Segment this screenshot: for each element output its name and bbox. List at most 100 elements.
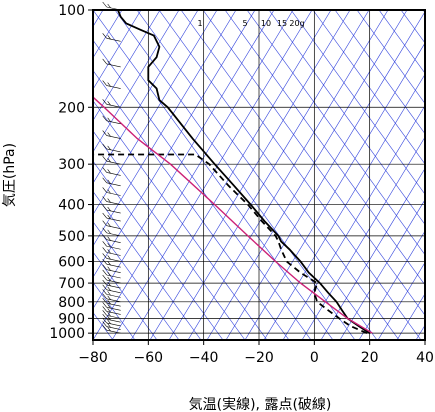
wind-barb bbox=[102, 155, 121, 165]
wind-barb bbox=[102, 234, 121, 244]
wind-barb bbox=[102, 302, 121, 311]
wind-barb bbox=[102, 227, 121, 237]
dry-adiabat-line bbox=[93, 10, 218, 216]
barb-flag bbox=[107, 304, 111, 309]
barb-flag bbox=[107, 255, 111, 260]
barb-flag bbox=[102, 269, 107, 276]
moist-adiabat-line bbox=[93, 69, 290, 340]
dry-adiabat-line bbox=[93, 10, 180, 153]
barb-staff bbox=[106, 160, 121, 165]
mixing-ratio-label: 10 bbox=[261, 19, 271, 28]
barb-flag bbox=[107, 132, 111, 137]
barb-flag bbox=[102, 155, 107, 162]
mixing-ratio-labels: 1 5 10 15 20g bbox=[197, 19, 304, 28]
wind-barb bbox=[102, 187, 121, 196]
wind-barb bbox=[102, 314, 121, 323]
wind-barb bbox=[102, 143, 121, 153]
dry-adiabat-line bbox=[168, 10, 370, 340]
y-tick-label: 900 bbox=[58, 311, 85, 327]
wind-barb bbox=[102, 33, 121, 42]
barb-flag bbox=[107, 117, 111, 122]
barb-flag bbox=[107, 35, 111, 40]
dry-adiabat-line bbox=[301, 136, 425, 340]
barb-flag bbox=[107, 261, 111, 266]
y-tick-label: 400 bbox=[58, 198, 85, 214]
wind-barb bbox=[102, 204, 121, 214]
x-tick-label: 40 bbox=[416, 350, 434, 366]
barb-flag bbox=[107, 236, 111, 241]
barb-staff bbox=[106, 279, 121, 284]
wind-barb bbox=[102, 317, 121, 327]
dry-adiabat-line bbox=[93, 10, 256, 278]
barb-flag bbox=[107, 286, 111, 291]
wind-barb bbox=[102, 167, 121, 176]
dry-adiabat-line bbox=[93, 10, 161, 122]
barb-staff bbox=[106, 38, 121, 42]
y-tick-label: 700 bbox=[58, 276, 85, 292]
barb-flag bbox=[102, 177, 107, 184]
dry-adiabat-line bbox=[263, 73, 425, 340]
barb-flag bbox=[107, 206, 111, 212]
barb-flag bbox=[102, 289, 107, 295]
dry-adiabat-line bbox=[130, 10, 332, 340]
barb-flag bbox=[102, 204, 107, 211]
y-tick-label: 300 bbox=[58, 157, 85, 173]
barb-staff bbox=[106, 217, 121, 222]
dry-adiabat-line bbox=[93, 10, 142, 90]
wind-barb bbox=[102, 274, 121, 284]
barb-flag bbox=[102, 274, 107, 281]
wind-barb bbox=[102, 115, 121, 125]
wind-barb bbox=[102, 259, 121, 268]
wind-barb bbox=[102, 269, 121, 279]
moist-adiabat-line bbox=[290, 10, 425, 195]
dry-adiabat-line bbox=[93, 10, 294, 340]
dry-adiabat-line bbox=[377, 261, 425, 340]
barb-flag bbox=[102, 80, 107, 86]
barb-staff bbox=[106, 120, 121, 125]
wind-barb bbox=[102, 253, 121, 262]
barb-flag bbox=[102, 306, 107, 312]
barb-flag bbox=[102, 259, 107, 265]
y-tick-label: 200 bbox=[58, 100, 85, 116]
barb-staff bbox=[106, 201, 121, 205]
parcel-line bbox=[93, 96, 373, 334]
moist-adiabat-line bbox=[93, 10, 334, 340]
barb-flag bbox=[107, 299, 111, 305]
barb-staff bbox=[106, 263, 121, 268]
barb-flag bbox=[107, 158, 111, 163]
moist-adiabat-line bbox=[334, 10, 425, 135]
wind-barb bbox=[102, 247, 121, 256]
barb-flag bbox=[102, 33, 107, 39]
wind-barb bbox=[102, 177, 121, 187]
barb-staff bbox=[106, 307, 121, 311]
moist-adiabat-line bbox=[93, 190, 202, 340]
barb-flag bbox=[102, 143, 107, 150]
x-tick-label: −80 bbox=[78, 350, 108, 366]
wind-barb bbox=[102, 324, 121, 334]
dry-adiabat-line bbox=[320, 167, 425, 340]
wind-barb bbox=[102, 80, 121, 89]
y-axis-label: 気圧(hPa) bbox=[2, 143, 18, 207]
barb-flag bbox=[107, 243, 111, 248]
wind-barb bbox=[102, 241, 121, 250]
moist-adiabat-line bbox=[224, 10, 425, 286]
barb-flag bbox=[107, 276, 111, 282]
dry-adiabat-line bbox=[93, 10, 199, 184]
mixing-ratio-label: 5 bbox=[242, 19, 247, 28]
barb-flag bbox=[107, 179, 111, 184]
barb-flag bbox=[107, 291, 111, 296]
moist-adiabat-line bbox=[93, 130, 246, 340]
moist-adiabat-line bbox=[312, 10, 425, 165]
barb-flag bbox=[102, 317, 107, 324]
barb-flag bbox=[102, 264, 107, 270]
wind-barb bbox=[102, 289, 121, 298]
y-tick-label: 800 bbox=[58, 295, 85, 311]
wind-barb bbox=[102, 58, 121, 68]
wind-barb bbox=[102, 99, 121, 108]
barb-staff bbox=[106, 258, 121, 262]
barb-flag bbox=[102, 58, 107, 65]
barb-flag bbox=[107, 3, 111, 9]
temperature-line bbox=[117, 10, 371, 334]
barb-flag bbox=[107, 222, 111, 227]
